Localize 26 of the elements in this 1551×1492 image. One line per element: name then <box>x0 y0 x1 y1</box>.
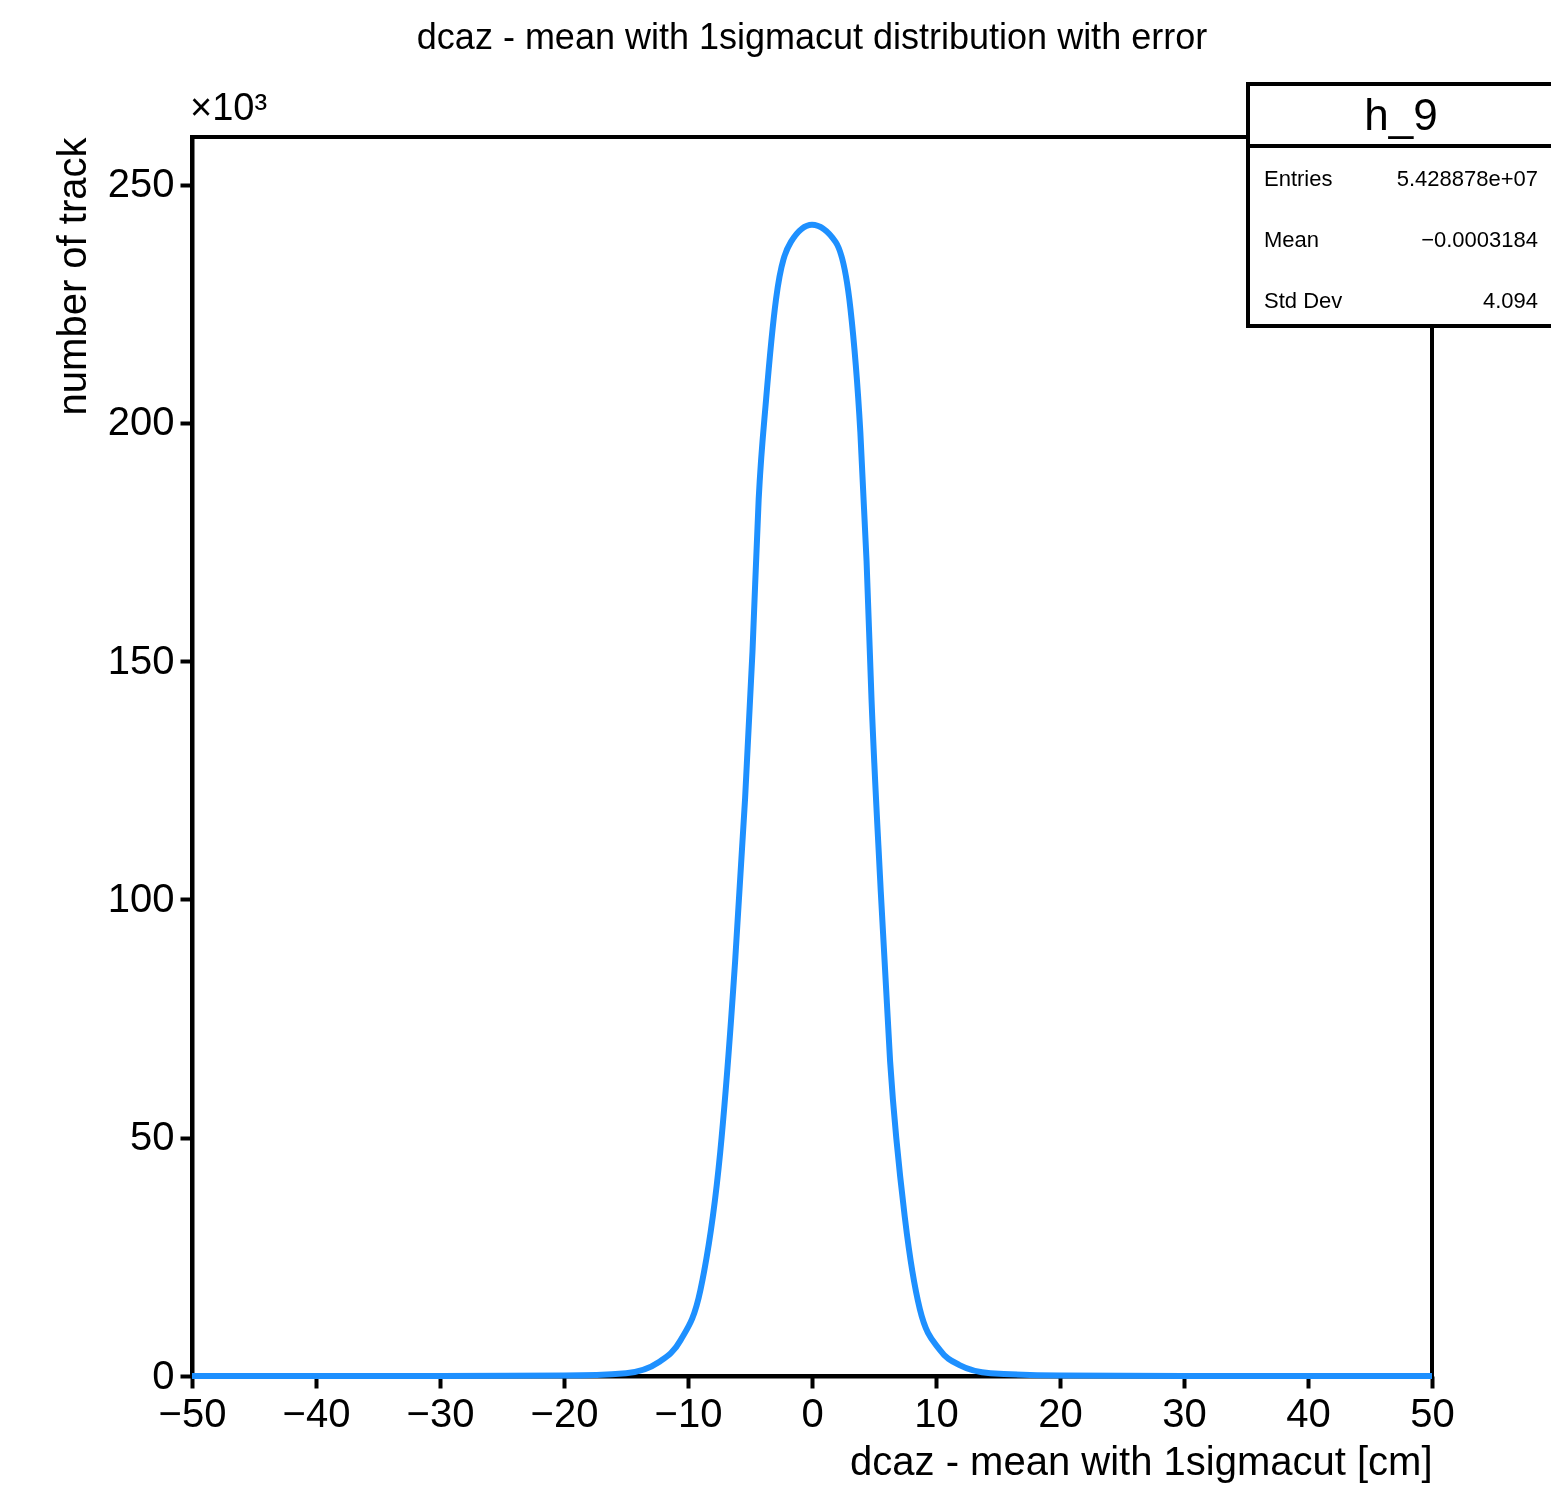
annotation: h_9 <box>1250 86 1551 148</box>
chart-title: dcaz - mean with 1sigmacut distribution with error <box>416 16 1208 57</box>
x-tick-label: −20 <box>530 1390 599 1435</box>
y-tick-label: 250 <box>107 161 175 206</box>
annotation: −0.0003184 <box>1421 226 1538 254</box>
annotation: 5.428878e+07 <box>1396 165 1538 193</box>
annotation: Entries <box>1264 165 1333 193</box>
y-tick-label: 100 <box>107 875 175 920</box>
x-tick-label: 50 <box>1410 1390 1455 1435</box>
annotation: Std Dev <box>1264 287 1343 315</box>
y-tick-label: 200 <box>107 399 175 444</box>
annotation: Mean <box>1264 226 1320 254</box>
x-axis-title: dcaz - mean with 1sigmacut [cm] <box>850 1438 1433 1483</box>
x-tick-label: 20 <box>1038 1390 1083 1435</box>
x-tick-label: −30 <box>406 1390 475 1435</box>
y-tick-label: 50 <box>130 1114 175 1159</box>
y-axis-title: number of track <box>49 136 94 416</box>
x-tick-label: 40 <box>1286 1390 1331 1435</box>
text: 4.094 <box>1482 288 1538 313</box>
x-tick-label: −40 <box>282 1390 351 1435</box>
x-tick-label: 30 <box>1162 1390 1207 1435</box>
y-tick-label: 150 <box>107 637 175 682</box>
x-tick-label: 0 <box>801 1390 824 1435</box>
text: ×10³ <box>190 86 268 129</box>
x-tick-label: −10 <box>654 1390 723 1435</box>
x-tick-label: 10 <box>914 1390 959 1435</box>
